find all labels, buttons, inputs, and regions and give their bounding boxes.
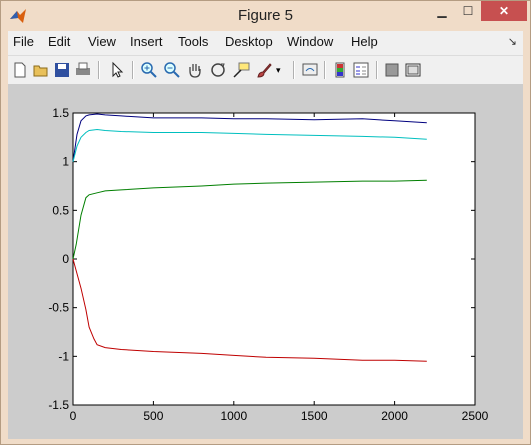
series-line-2 bbox=[72, 128, 427, 162]
brush-icon[interactable] bbox=[255, 61, 273, 79]
matlab-icon bbox=[10, 9, 26, 23]
y-tick-label: 0 bbox=[62, 252, 69, 266]
menu-edit[interactable]: Edit bbox=[48, 34, 71, 49]
y-tick-label: -0.5 bbox=[48, 301, 69, 315]
toolbar-separator bbox=[376, 61, 378, 79]
open-file-icon[interactable] bbox=[32, 61, 50, 79]
plot-lines bbox=[72, 113, 427, 362]
figure-toolbar: ▾ bbox=[8, 55, 523, 85]
menu-file[interactable]: File bbox=[13, 34, 34, 49]
dock-arrow-icon[interactable]: ↘ bbox=[507, 36, 517, 48]
zoom-out-icon[interactable] bbox=[163, 61, 181, 79]
x-tick-label: 2500 bbox=[462, 409, 489, 423]
x-tick-label: 1500 bbox=[301, 409, 328, 423]
series-line-4 bbox=[72, 258, 427, 362]
hide-plot-tools-icon[interactable] bbox=[383, 61, 401, 79]
legend-icon[interactable] bbox=[352, 61, 370, 79]
figure-client: File Edit View Insert Tools Desktop Wind… bbox=[8, 31, 523, 439]
new-figure-icon[interactable] bbox=[11, 61, 29, 79]
toolbar-separator bbox=[132, 61, 134, 79]
minimize-button[interactable]: ▁ bbox=[437, 4, 447, 18]
edit-plot-arrow-icon[interactable] bbox=[108, 61, 126, 79]
y-tick-label: -1 bbox=[58, 349, 69, 363]
close-button[interactable]: ✕ bbox=[481, 1, 527, 21]
y-tick-label: -1.5 bbox=[48, 398, 69, 412]
data-cursor-icon[interactable] bbox=[232, 61, 250, 79]
colorbar-icon[interactable] bbox=[331, 61, 349, 79]
maximize-button[interactable]: ☐ bbox=[462, 4, 474, 18]
axis-ticks: 0 500 1000 1500 2000 2500 1.5 1 0.5 0 -0.5 -1 -1.5 bbox=[48, 106, 488, 423]
figure-canvas[interactable]: 0 500 1000 1500 2000 2500 1.5 1 0.5 0 -0.5 -1 -1.5 bbox=[8, 84, 523, 439]
menu-bar: File Edit View Insert Tools Desktop Wind… bbox=[8, 31, 523, 53]
pan-hand-icon[interactable] bbox=[186, 61, 204, 79]
menu-view[interactable]: View bbox=[88, 34, 116, 49]
toolbar-separator bbox=[293, 61, 295, 79]
menu-window[interactable]: Window bbox=[287, 34, 334, 49]
toolbar-separator bbox=[98, 61, 100, 79]
window-title: Figure 5 bbox=[237, 7, 294, 24]
rotate-3d-icon[interactable] bbox=[209, 61, 227, 79]
toolbar-separator bbox=[324, 61, 326, 79]
y-tick-label: 0.5 bbox=[52, 203, 69, 217]
show-plot-tools-icon[interactable] bbox=[404, 61, 422, 79]
x-tick-label: 500 bbox=[143, 409, 163, 423]
title-bar[interactable]: Figure 5 ▁ ☐ ✕ bbox=[1, 1, 530, 31]
x-tick-label: 0 bbox=[70, 409, 77, 423]
y-tick-label: 1 bbox=[62, 155, 69, 169]
save-icon[interactable] bbox=[53, 61, 71, 79]
menu-desktop[interactable]: Desktop bbox=[225, 34, 273, 49]
link-plot-icon[interactable] bbox=[301, 61, 319, 79]
series-line-3 bbox=[72, 179, 427, 260]
axes-background bbox=[72, 112, 476, 406]
series-line-1 bbox=[72, 113, 427, 162]
x-tick-label: 1000 bbox=[220, 409, 247, 423]
menu-insert[interactable]: Insert bbox=[130, 34, 163, 49]
x-tick-label: 2000 bbox=[381, 409, 408, 423]
line-chart: 0 500 1000 1500 2000 2500 1.5 1 0.5 0 -0.5 -1 -1.5 bbox=[48, 106, 488, 423]
menu-tools[interactable]: Tools bbox=[178, 34, 209, 49]
zoom-in-icon[interactable] bbox=[140, 61, 158, 79]
menu-help[interactable]: Help bbox=[351, 34, 378, 49]
y-tick-label: 1.5 bbox=[52, 106, 69, 120]
print-icon[interactable] bbox=[74, 61, 92, 79]
brush-dropdown-icon[interactable]: ▾ bbox=[276, 65, 281, 75]
